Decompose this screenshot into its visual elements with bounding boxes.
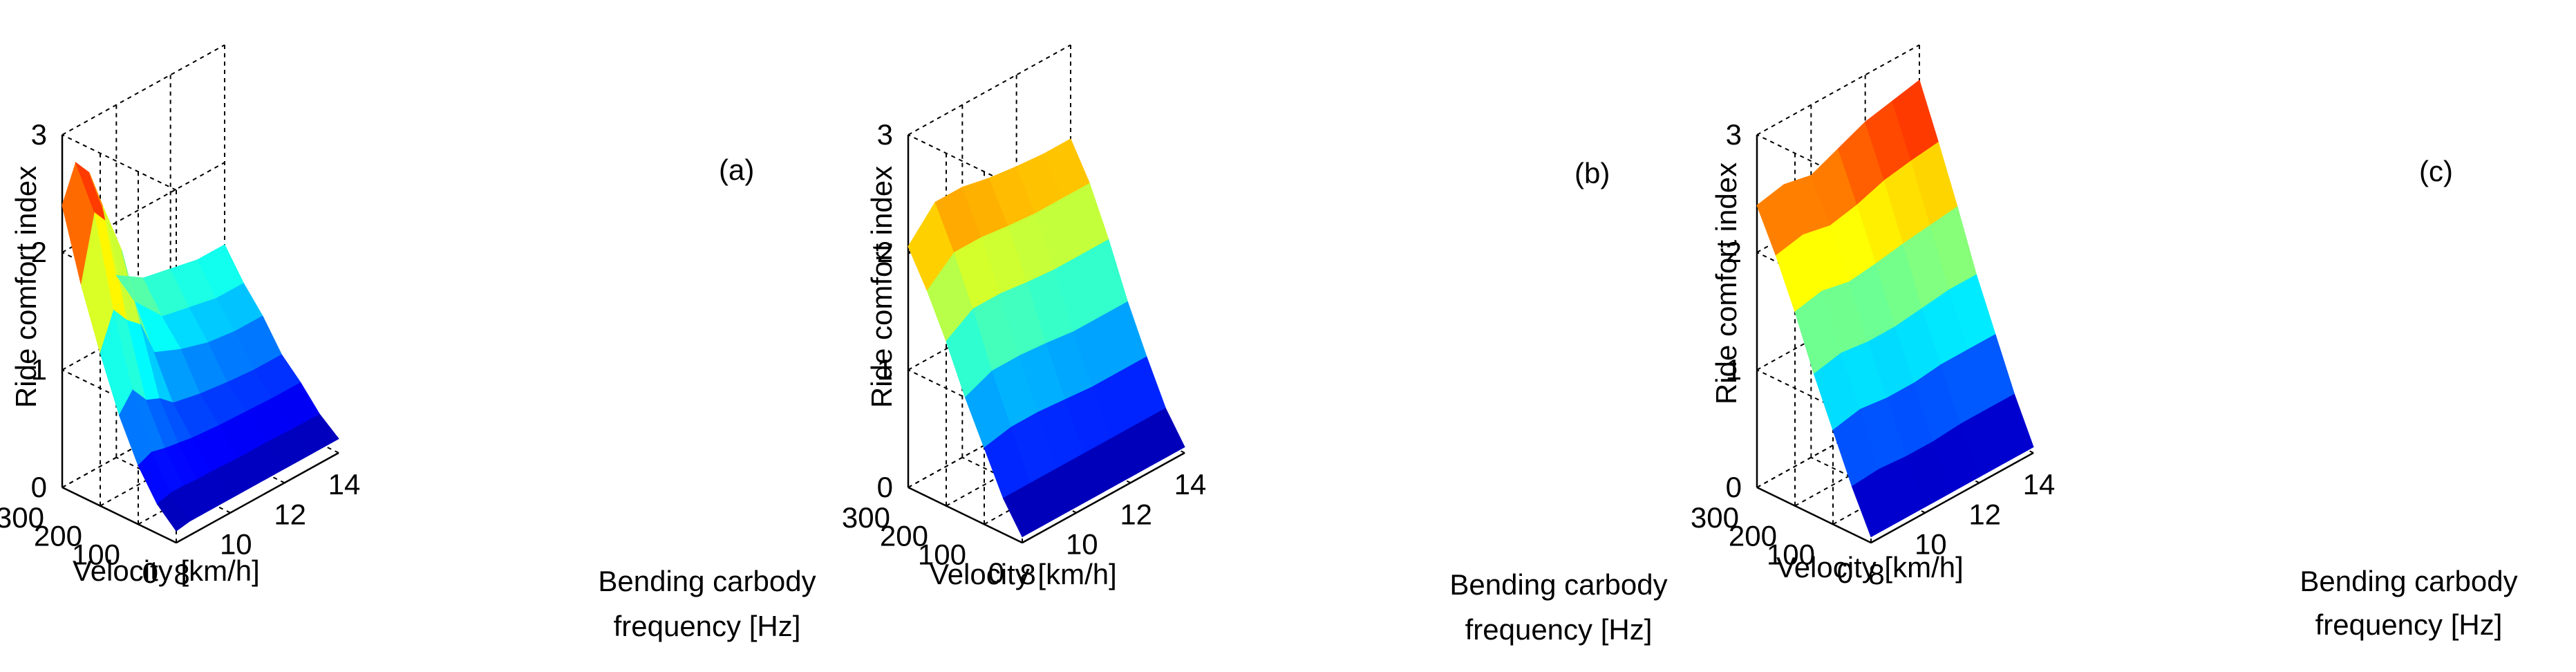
z-tick-label: 3 xyxy=(877,118,893,151)
y-axis-line xyxy=(1756,486,1872,544)
y-tick-label: 100 xyxy=(1767,538,1815,570)
panel-b-xlabel-line1: Bending carbody xyxy=(1449,568,1667,601)
grid-line xyxy=(62,162,225,253)
x-tick-label: 10 xyxy=(220,528,252,561)
panel-b-surface xyxy=(908,138,1185,538)
x-tick-label: 12 xyxy=(1968,498,2001,530)
panel-b-zlabel: Ride comfort index xyxy=(865,166,898,408)
z-tick-label: 1 xyxy=(31,353,47,386)
panel-a-zlabel: Ride comfort index xyxy=(10,166,42,408)
y-tick-label: 300 xyxy=(1691,501,1739,534)
y-tick-label: 200 xyxy=(880,520,928,552)
panel-b-ylabel: Velocity [km/h] xyxy=(930,558,1117,590)
grid-line xyxy=(62,44,225,136)
z-tick-label: 1 xyxy=(1726,353,1742,386)
x-axis-line xyxy=(1870,451,2034,544)
surface-patch xyxy=(1138,408,1185,463)
x-tick-label: 10 xyxy=(1915,528,1947,561)
y-axis-line xyxy=(908,486,1023,544)
panel-a-xlabel-line1: Bending carbody xyxy=(598,565,816,597)
z-tick-label: 3 xyxy=(31,118,47,151)
panel-c-zlabel: Ride comfort index xyxy=(1710,162,1742,404)
y-tick-label: 300 xyxy=(842,501,890,534)
panel-b-label: (b) xyxy=(1574,157,1610,189)
panel-c-surface xyxy=(1756,80,2034,538)
z-tick-label: 1 xyxy=(877,353,893,386)
x-tick-label: 8 xyxy=(1019,558,1035,590)
x-tick-label: 12 xyxy=(274,498,306,530)
panel-c-label: (c) xyxy=(2419,155,2453,187)
y-axis-line xyxy=(62,486,177,544)
y-tick-label: 200 xyxy=(1729,520,1777,552)
x-tick-label: 8 xyxy=(173,558,189,590)
y-tick-label: 0 xyxy=(988,557,1004,589)
panel-a-xlabel-line2: frequency [Hz] xyxy=(614,610,801,642)
panel-a-surface xyxy=(62,161,339,532)
z-tick-label: 2 xyxy=(1726,236,1742,268)
x-tick-label: 12 xyxy=(1120,498,1152,530)
y-tick-label: 0 xyxy=(142,557,158,589)
x-tick-label: 10 xyxy=(1066,528,1098,561)
panel-b-xlabel-line2: frequency [Hz] xyxy=(1465,613,1653,646)
y-tick-label: 100 xyxy=(918,538,966,570)
y-tick-label: 200 xyxy=(34,520,82,552)
x-tick-label: 14 xyxy=(2023,468,2056,501)
z-tick-label: 0 xyxy=(877,471,893,503)
z-tick-label: 2 xyxy=(31,236,47,268)
x-tick-label: 14 xyxy=(328,468,361,501)
x-tick-label: 8 xyxy=(1868,558,1884,590)
x-axis-line xyxy=(1022,451,1185,544)
panel-c-ylabel: Velocity [km/h] xyxy=(1776,551,1964,584)
surface-patch xyxy=(292,413,339,454)
panel-a-ylabel: Velocity [km/h] xyxy=(73,554,260,587)
z-tick-label: 2 xyxy=(877,236,893,268)
z-tick-label: 0 xyxy=(31,471,47,503)
y-tick-label: 300 xyxy=(0,501,44,534)
surface-patch xyxy=(1986,393,2034,463)
grid-line xyxy=(1756,44,1920,136)
panel-c-xlabel-line2: frequency [Hz] xyxy=(2315,608,2503,641)
z-tick-label: 0 xyxy=(1726,471,1742,503)
y-tick-label: 100 xyxy=(72,538,120,570)
x-axis-line xyxy=(176,451,339,544)
y-tick-label: 0 xyxy=(1837,557,1853,589)
panel-c-xlabel-line1: Bending carbody xyxy=(2300,565,2517,597)
z-tick-label: 3 xyxy=(1726,118,1742,151)
panel-a-label: (a) xyxy=(719,153,754,186)
x-tick-label: 14 xyxy=(1174,468,1207,501)
grid-line xyxy=(908,44,1071,136)
